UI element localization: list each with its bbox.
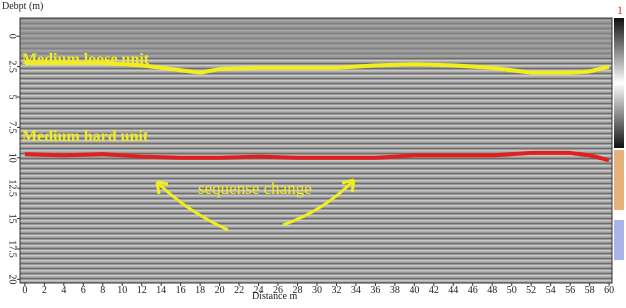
y-axis-label: Debpt (m) <box>2 1 43 12</box>
y-tick-label: 5 <box>7 95 18 100</box>
x-tick-label: 10 <box>117 285 127 296</box>
x-tick-label: 38 <box>390 285 400 296</box>
x-tick-label: 16 <box>176 285 186 296</box>
x-tick-label: 20 <box>215 285 225 296</box>
x-tick-label: 2 <box>42 285 47 296</box>
y-tick-label: 17.5 <box>7 240 18 258</box>
y-tick-label: 10 <box>7 153 18 163</box>
chart: Debpt (m) Distance m 1 Medium loose unit… <box>0 0 626 303</box>
y-tick-label: 7.5 <box>7 121 18 134</box>
x-tick-label: 12 <box>137 285 147 296</box>
x-tick-label: 50 <box>507 285 517 296</box>
x-tick-label: 56 <box>565 285 575 296</box>
x-tick-label: 52 <box>526 285 536 296</box>
side-panel <box>614 220 624 260</box>
series-label: Medium hard unit <box>22 128 149 145</box>
x-tick-label: 36 <box>370 285 380 296</box>
x-tick-label: 44 <box>448 285 458 296</box>
x-tick-label: 6 <box>81 285 86 296</box>
x-tick-label: 18 <box>195 285 205 296</box>
x-tick-label: 26 <box>273 285 283 296</box>
annotation: sequense change <box>198 179 312 198</box>
x-tick-label: 24 <box>254 285 264 296</box>
x-tick-label: 40 <box>409 285 419 296</box>
color-bar <box>614 18 624 148</box>
y-tick-label: 20 <box>7 274 18 284</box>
page: Debpt (m) Distance m 1 Medium loose unit… <box>0 0 626 303</box>
x-tick-label: 60 <box>604 285 614 296</box>
x-tick-label: 30 <box>312 285 322 296</box>
x-tick-label: 54 <box>546 285 556 296</box>
x-tick-label: 46 <box>468 285 478 296</box>
x-tick-label: 0 <box>22 285 27 296</box>
y-tick-label: 2.5 <box>7 60 18 73</box>
x-tick-label: 32 <box>331 285 341 296</box>
x-tick-label: 58 <box>585 285 595 296</box>
y-tick-label: 0 <box>7 34 18 39</box>
x-tick-label: 42 <box>429 285 439 296</box>
x-tick-label: 34 <box>351 285 361 296</box>
x-tick-label: 14 <box>156 285 166 296</box>
side-panel <box>614 150 624 210</box>
x-tick-label: 4 <box>61 285 66 296</box>
y-tick-label: 15 <box>7 214 18 224</box>
x-tick-label: 22 <box>234 285 244 296</box>
x-tick-label: 8 <box>100 285 105 296</box>
y-tick-label: 12.5 <box>7 179 18 197</box>
x-tick-label: 48 <box>487 285 497 296</box>
x-tick-label: 28 <box>293 285 303 296</box>
corner-label: 1 <box>617 3 623 17</box>
